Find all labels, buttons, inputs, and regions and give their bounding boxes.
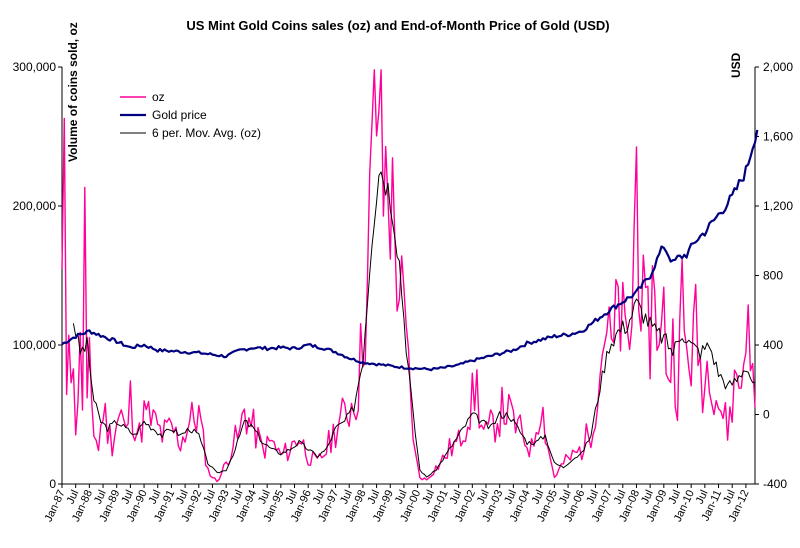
x-tick-label: Jul (365, 488, 382, 506)
x-tick-label: Jul (201, 488, 218, 506)
legend-label-ma: 6 per. Mov. Avg. (oz) (152, 126, 261, 140)
x-tick-label: Jul (256, 488, 273, 506)
x-tick-label: Jul (694, 488, 711, 506)
x-tick-label: Jul (92, 488, 109, 506)
x-tick-label: Jul (174, 488, 191, 506)
left-tick-label: 100,000 (13, 338, 57, 352)
x-tick-label: Jul (612, 488, 629, 506)
x-tick-label: Jul (147, 488, 164, 506)
series-line-oz (61, 69, 756, 483)
x-tick-label: Jul (119, 488, 136, 506)
legend-label-oz: oz (152, 90, 165, 104)
x-tick-label: Jul (475, 488, 492, 506)
x-tick-label: Jul (338, 488, 355, 506)
x-tick-label: Jul (530, 488, 547, 506)
x-tick-label: Jul (283, 488, 300, 506)
right-tick-label: 800 (763, 269, 783, 283)
x-tick-label: Jul (65, 488, 82, 506)
x-tick-label: Jul (393, 488, 410, 506)
x-tick-label: Jul (666, 488, 683, 506)
right-tick-label: -400 (763, 477, 787, 491)
right-tick-label: 1,200 (763, 199, 793, 213)
x-tick-label: Jul (557, 488, 574, 506)
right-tick-label: 2,000 (763, 60, 793, 74)
legend-label-gold: Gold price (152, 108, 207, 122)
series-line-gold-price (61, 129, 759, 372)
right-axis-label: USD (729, 52, 743, 78)
left-tick-label: 0 (49, 477, 56, 491)
x-tick-label: Jan-87 (43, 488, 68, 524)
left-axis-label: Volume of coins sold, oz (66, 22, 80, 162)
axes: 0 100,000 200,000 300,000 -400 0 400 800 1,200 1,… (13, 60, 794, 524)
x-tick-label: Jul (448, 488, 465, 506)
left-tick-label: 200,000 (13, 199, 57, 213)
x-tick-label: Jul (229, 488, 246, 506)
series-layer (61, 69, 759, 483)
chart-title: US Mint Gold Coins sales (oz) and End-of… (186, 18, 609, 33)
right-tick-label: 400 (763, 338, 783, 352)
x-tick-label: Jul (502, 488, 519, 506)
legend: oz Gold price 6 per. Mov. Avg. (oz) (120, 90, 261, 140)
x-tick-label: Jul (311, 488, 328, 506)
x-tick-label: Jul (721, 488, 738, 506)
right-tick-label: 0 (763, 408, 770, 422)
x-tick-label: Jul (420, 488, 437, 506)
x-tick-label: Jul (639, 488, 656, 506)
series-line-6-per-mov-avg-oz- (72, 171, 756, 478)
x-tick-label: Jul (584, 488, 601, 506)
left-tick-label: 300,000 (13, 60, 57, 74)
right-tick-label: 1,600 (763, 130, 793, 144)
